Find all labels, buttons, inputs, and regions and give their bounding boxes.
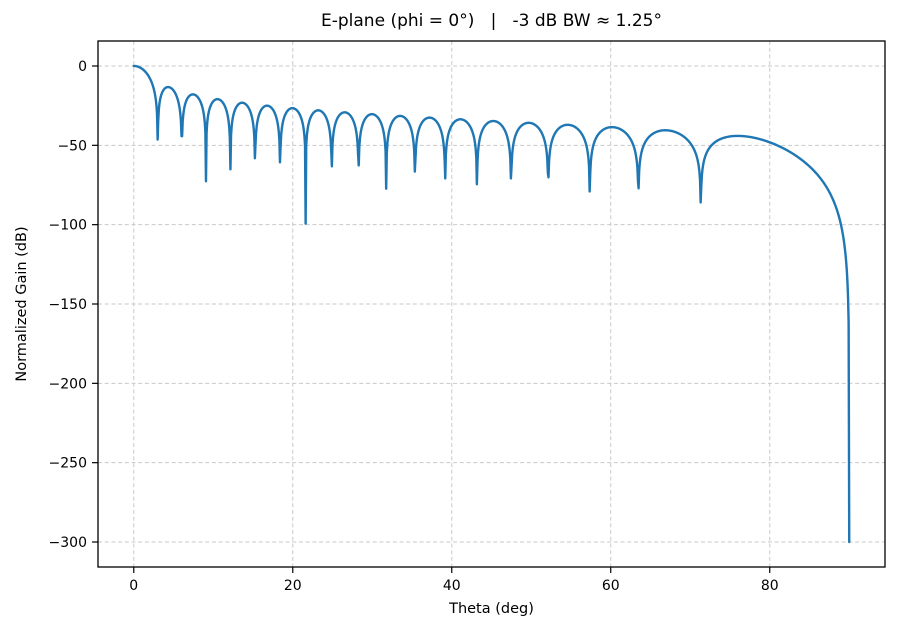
- axes-layer: [92, 40, 886, 573]
- y-tick-label: 0: [78, 59, 87, 75]
- y-axis-label: Normalized Gain (dB): [14, 226, 30, 382]
- y-tick-label: −50: [57, 138, 87, 154]
- y-tick-label: −250: [49, 456, 87, 472]
- x-tick-label: 40: [443, 578, 461, 594]
- y-tick-label: −200: [49, 376, 87, 392]
- x-axis-label: Theta (deg): [449, 601, 534, 617]
- tick-label-layer: 0 20 40 60 80 0 −50 −100 −150 −200 −250 −300: [49, 59, 779, 594]
- grid-layer: [98, 41, 885, 567]
- series-layer: [132, 64, 851, 544]
- gain-curve: [132, 64, 851, 544]
- plot-spines: [97, 40, 886, 568]
- y-tick-label: −150: [49, 297, 87, 313]
- y-tick-label: −100: [49, 218, 87, 234]
- x-tick-label: 80: [761, 578, 779, 594]
- y-tick-label: −300: [49, 535, 87, 551]
- x-tick-label: 60: [602, 578, 620, 594]
- x-tick-label: 20: [284, 578, 302, 594]
- x-tick-label: 0: [129, 578, 138, 594]
- chart-title: E-plane (phi = 0°) | -3 dB BW ≈ 1.25°: [321, 11, 662, 31]
